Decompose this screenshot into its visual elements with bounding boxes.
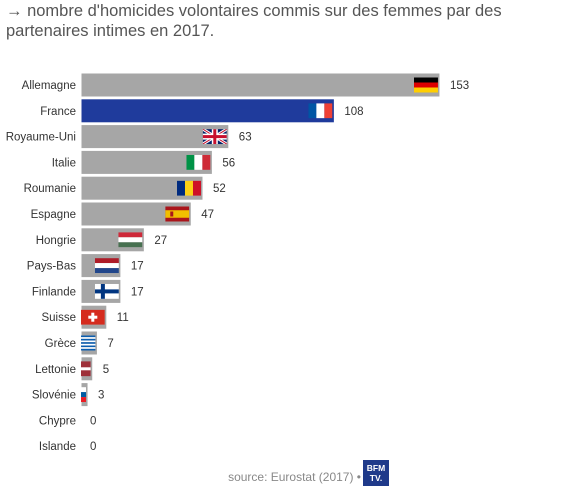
flag-lv-icon — [81, 361, 91, 377]
data-label: 27 — [154, 235, 167, 247]
bar — [80, 98, 335, 124]
bar — [80, 72, 441, 98]
data-label: 153 — [450, 80, 469, 92]
data-label: 17 — [131, 286, 144, 298]
flag-gr-icon — [81, 335, 96, 351]
category-label: Italie — [52, 157, 76, 169]
flag-ch-icon — [81, 309, 105, 325]
flag-de-icon — [413, 77, 438, 93]
data-label: 0 — [90, 441, 96, 453]
data-label: 17 — [131, 261, 144, 273]
category-label: Espagne — [31, 209, 76, 221]
category-label: Royaume-Uni — [6, 132, 76, 144]
category-label: Chypre — [39, 415, 76, 427]
category-label: Lettonie — [35, 364, 76, 376]
flag-gb-icon — [202, 129, 227, 145]
category-label: Finlande — [32, 286, 76, 298]
category-label: Islande — [39, 441, 76, 453]
flag-fr-icon — [308, 103, 333, 119]
data-label: 47 — [201, 209, 214, 221]
flag-nl-icon — [94, 258, 119, 274]
category-label: Roumanie — [24, 183, 76, 195]
data-label: 5 — [103, 364, 109, 376]
category-label: Grèce — [45, 338, 76, 350]
flag-si-icon — [81, 387, 87, 403]
category-label: Slovénie — [32, 390, 76, 402]
category-label: Allemagne — [22, 80, 76, 92]
data-label: 108 — [344, 106, 363, 118]
data-label: 11 — [117, 312, 129, 324]
flag-es-icon — [165, 206, 190, 222]
data-label: 56 — [222, 157, 235, 169]
category-label: Hongrie — [36, 235, 76, 247]
flag-it-icon — [186, 154, 211, 170]
category-label: Suisse — [41, 312, 76, 324]
data-label: 0 — [90, 415, 96, 427]
flag-hu-icon — [118, 232, 143, 248]
category-label: France — [40, 106, 76, 118]
data-label: 52 — [213, 183, 226, 195]
category-label: Pays-Bas — [27, 261, 76, 273]
data-label: 63 — [239, 132, 252, 144]
chart-subtitle: → nombre d'homicides volontaires commis … — [6, 2, 502, 40]
source-note: source: Eurostat (2017) • — [228, 470, 361, 484]
data-label: 7 — [107, 338, 113, 350]
bfmtv-logo: BFM TV. — [363, 460, 389, 486]
flag-fi-icon — [94, 283, 119, 299]
flag-ro-icon — [176, 180, 201, 196]
data-label: 3 — [98, 390, 104, 402]
bar-chart: Allemagne 153 France 108 Royaume-Uni 63 Italie… — [6, 72, 469, 453]
